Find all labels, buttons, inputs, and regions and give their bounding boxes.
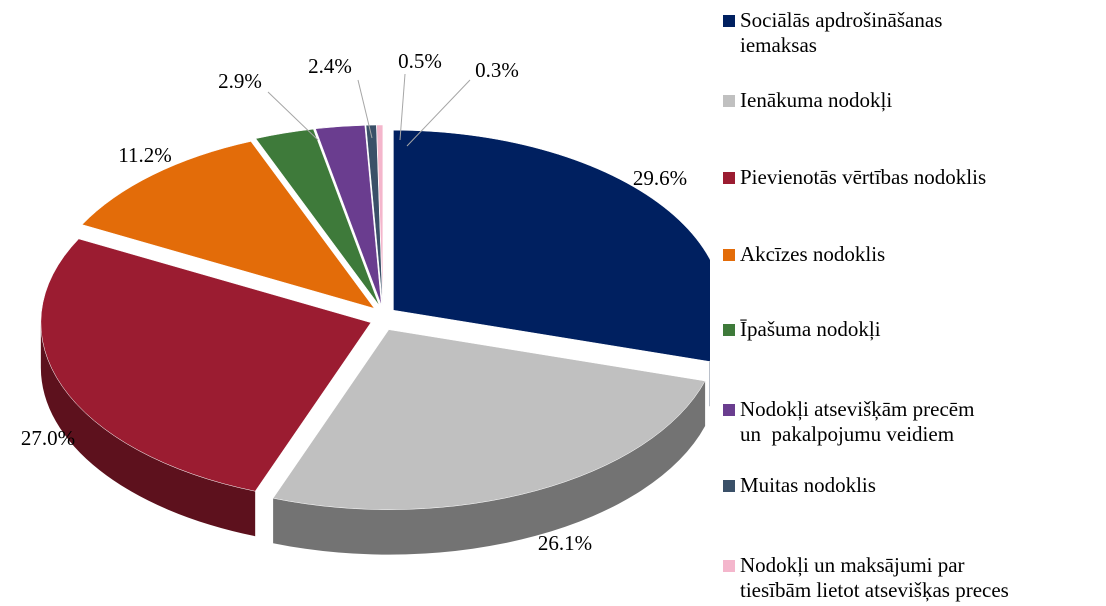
slice [315,125,382,306]
legend-swatch [723,560,735,572]
legend-swatch [723,480,735,492]
slice-side [273,380,706,555]
legend-label: Nodokļi atsevišķām precēm un pakalpojumu… [740,397,975,446]
legend-label: Ienākuma nodokļi [740,88,893,112]
legend-label: Pievienotās vērtības nodoklis [740,165,987,189]
legend-swatch [723,324,735,336]
legend-label: Muitas nodoklis [740,473,876,497]
leader-line [406,79,471,147]
legend-swatch [723,249,735,261]
slice [40,238,372,492]
legend-swatch [723,95,735,107]
data-label: 27.0% [21,426,75,450]
slice [272,329,706,510]
leader-line [357,79,373,139]
slice [365,124,383,306]
tops [40,124,710,510]
slice [255,128,380,306]
legend-swatch [723,404,735,416]
slice [393,129,710,362]
legend-label: Sociālās apdrošināšanas iemaksas [740,8,943,57]
legend-swatch [723,15,735,27]
data-label: 0.5% [398,49,442,73]
data-label: 2.4% [308,54,352,78]
leader-line [267,91,319,141]
legend-swatch [723,172,735,184]
data-label: 11.2% [118,143,171,167]
data-label: 26.1% [538,531,592,555]
walls [40,322,710,555]
data-label: 2.9% [218,69,262,93]
slice-side [40,322,256,537]
legend-label: Īpašuma nodokļi [740,317,881,341]
pie-area: 29.6% 26.1% 27.0% 11.2% 2.9% 2.4% 0.5% 0.3% [21,49,710,555]
data-label: 29.6% [633,166,687,190]
legend-label: Akcīzes nodoklis [740,242,886,266]
slice [81,141,375,309]
slice [376,124,384,306]
data-label: 0.3% [475,58,519,82]
leader-line [399,73,406,141]
legend-label: Nodokļi un maksājumi par tiesībām lietot… [740,553,1009,602]
